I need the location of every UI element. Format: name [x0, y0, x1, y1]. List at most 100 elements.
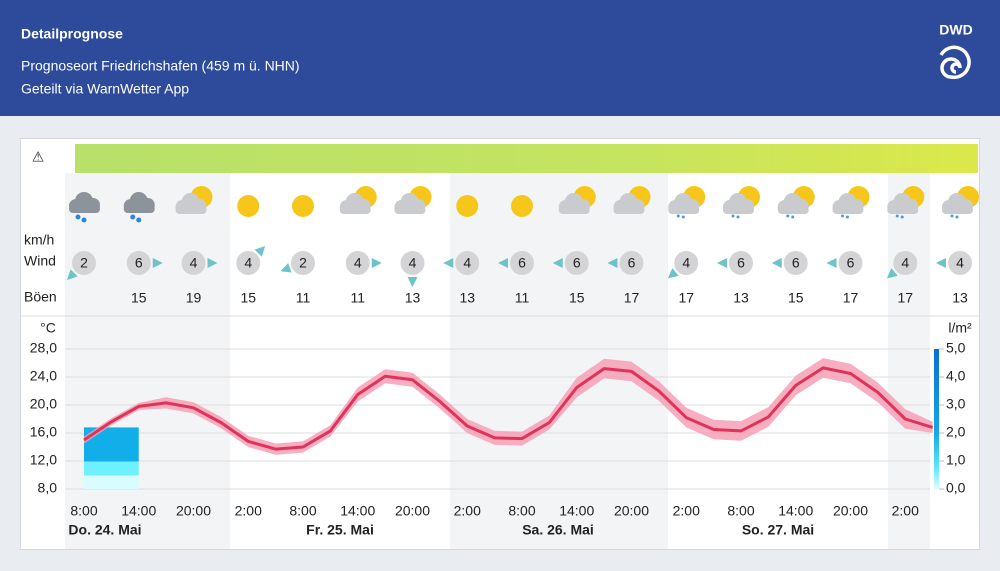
gust-label: Böen	[24, 289, 57, 305]
wind-circle	[126, 251, 151, 275]
wind-arrow	[254, 246, 266, 257]
wind-circle	[948, 251, 972, 275]
rain-drop	[786, 214, 790, 218]
wind-arrow	[717, 258, 727, 268]
gust-value: 17	[624, 290, 640, 306]
gust-value: 13	[459, 290, 475, 306]
cloud-part	[668, 206, 700, 214]
x-tick-label: 2:00	[235, 503, 262, 519]
y2-tick-label: 0,0	[946, 480, 966, 496]
y2-scale	[934, 349, 939, 489]
wind-circle	[400, 251, 425, 275]
x-tick-label: 20:00	[833, 503, 868, 519]
logo-text: DWD	[939, 22, 972, 38]
wind-label: Wind	[24, 253, 56, 269]
gust-value: 13	[733, 290, 749, 306]
wind-arrow	[371, 258, 382, 268]
wind-speed: 6	[628, 255, 636, 271]
cloud-part	[69, 205, 100, 213]
wind-speed: 4	[244, 255, 252, 271]
wind-circle	[236, 251, 261, 275]
wind-speed: 2	[299, 255, 307, 271]
rain-drop	[950, 214, 954, 218]
wind-speed: 4	[190, 255, 198, 271]
wind-arrow	[443, 258, 454, 268]
cloud-part	[394, 206, 426, 214]
rain-drop	[736, 215, 740, 219]
cloud-part	[339, 206, 371, 214]
y2-axis-label: l/m²	[948, 320, 972, 336]
y2-tick-label: 1,0	[946, 452, 966, 468]
wind-speed: 6	[573, 255, 581, 271]
sun-icon	[237, 195, 260, 217]
x-tick-label: 14:00	[778, 503, 813, 519]
header-title: Detailprognose	[21, 26, 123, 42]
wind-speed: 4	[463, 255, 471, 271]
day-label: Fr. 25. Mai	[306, 522, 374, 538]
cloud-part	[777, 206, 809, 214]
x-tick-label: 2:00	[892, 503, 919, 519]
x-tick-label: 20:00	[395, 503, 430, 519]
y2-tick-label: 3,0	[946, 396, 966, 412]
y-tick-label: 24,0	[30, 368, 57, 384]
x-tick-label: 14:00	[121, 503, 156, 519]
x-tick-label: 20:00	[176, 503, 211, 519]
rain-drop	[841, 214, 844, 218]
gust-value: 15	[569, 290, 585, 306]
rain-drop	[846, 215, 849, 219]
header-shared: Geteilt via WarnWetter App	[21, 81, 189, 97]
gust-value: 11	[350, 290, 365, 306]
y-tick-label: 12,0	[30, 452, 57, 468]
x-tick-label: 14:00	[340, 503, 375, 519]
logo-swirl	[939, 45, 971, 80]
rain-drop	[955, 215, 959, 219]
y2-tick-label: 5,0	[946, 340, 966, 356]
wind-arrow	[826, 258, 837, 268]
wind-speed: 6	[518, 255, 526, 271]
rain-drop	[791, 215, 795, 219]
x-tick-label: 20:00	[614, 503, 649, 519]
cloud-part	[123, 205, 155, 213]
wind-arrow	[607, 258, 618, 268]
cloud-part	[942, 206, 973, 214]
gust-value: 17	[843, 290, 859, 306]
gust-value: 15	[131, 290, 147, 306]
gust-value: 17	[678, 290, 694, 306]
x-tick-label: 2:00	[673, 503, 700, 519]
y2-tick-label: 2,0	[946, 424, 966, 440]
sun-icon	[292, 195, 314, 217]
cloud-part	[175, 206, 207, 214]
wind-arrow	[552, 258, 563, 268]
wind-speed: 4	[901, 255, 909, 271]
gust-value: 11	[515, 290, 530, 306]
header-bar	[0, 0, 1000, 116]
day-label: Do. 24. Mai	[68, 522, 141, 538]
gust-value: 15	[788, 290, 804, 306]
wind-speed: 6	[135, 255, 143, 271]
wind-arrow	[667, 268, 679, 279]
y-tick-label: 20,0	[30, 396, 57, 412]
gust-value: 13	[405, 290, 421, 306]
wind-arrow	[407, 277, 418, 287]
wind-circle	[893, 251, 918, 275]
wind-speed: 4	[682, 255, 690, 271]
rain-drop	[75, 214, 81, 220]
rain-drop	[681, 215, 685, 219]
wind-arrow	[207, 258, 218, 268]
x-tick-label: 14:00	[559, 503, 594, 519]
cloud-part	[723, 206, 754, 214]
x-tick-label: 8:00	[727, 503, 754, 519]
wind-circle	[838, 251, 863, 275]
wind-circle	[181, 251, 206, 275]
cloud-part	[613, 206, 645, 214]
rain-drop	[731, 214, 735, 218]
wind-speed: 4	[354, 255, 362, 271]
wind-circle	[674, 251, 699, 275]
gust-value: 15	[240, 290, 256, 306]
day-label: So. 27. Mai	[742, 522, 814, 538]
wind-arrow	[67, 269, 78, 280]
wind-circle	[455, 251, 480, 275]
rain-drop	[130, 214, 136, 220]
